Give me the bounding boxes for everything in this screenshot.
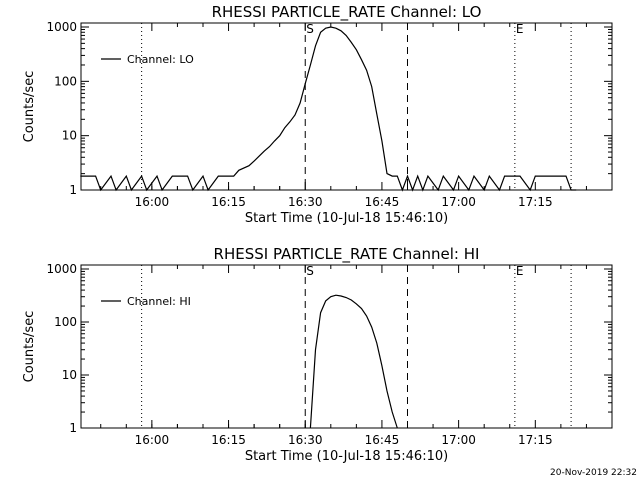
time-marker-label: E: [516, 264, 524, 278]
x-tick-label: 16:15: [211, 433, 246, 447]
x-tick-label: 17:15: [518, 195, 553, 209]
y-tick-label: 1: [69, 183, 77, 197]
legend-label: Channel: HI: [127, 295, 191, 308]
hi-channel-plot: RHESSI PARTICLE_RATE Channel: HI 16:00 16:…: [22, 245, 613, 464]
x-tick-label: 16:15: [211, 195, 246, 209]
generated-timestamp: 20-Nov-2019 22:32: [550, 468, 637, 478]
y-axis-label: Counts/sec: [22, 71, 37, 143]
series-line: [309, 294, 398, 429]
y-axis-label: Counts/sec: [22, 311, 37, 383]
plot-frame: [80, 22, 613, 191]
x-tick-label: 16:45: [365, 195, 400, 209]
chart-title: RHESSI PARTICLE_RATE Channel: LO: [212, 3, 482, 22]
y-tick-label: 1: [69, 421, 77, 435]
y-tick-label: 1000: [46, 262, 77, 276]
x-tick-label: 16:45: [365, 433, 400, 447]
chart-title: RHESSI PARTICLE_RATE Channel: HI: [214, 245, 480, 264]
time-marker-label: S: [306, 22, 314, 36]
time-marker-label: E: [516, 22, 524, 36]
legend-label: Channel: LO: [127, 53, 194, 66]
x-tick-label: 16:30: [288, 433, 323, 447]
series-line: [80, 26, 577, 192]
x-tick-label: 16:30: [288, 195, 323, 209]
x-tick-label: 17:00: [441, 433, 476, 447]
x-tick-label: 17:00: [441, 195, 476, 209]
lo-channel-plot: RHESSI PARTICLE_RATE Channel: LO 16:00 16:…: [22, 3, 613, 226]
x-tick-label: 16:00: [135, 433, 170, 447]
x-axis-label: Start Time (10-Jul-18 15:46:10): [245, 449, 448, 464]
y-tick-label: 100: [54, 74, 77, 88]
y-tick-label: 10: [62, 368, 77, 382]
plot-frame: [80, 264, 613, 429]
time-marker-label: S: [306, 264, 314, 278]
y-tick-label: 100: [54, 315, 77, 329]
y-tick-label: 1000: [46, 20, 77, 34]
y-tick-label: 10: [62, 129, 77, 143]
x-tick-label: 16:00: [135, 195, 170, 209]
x-tick-label: 17:15: [518, 433, 553, 447]
x-axis-label: Start Time (10-Jul-18 15:46:10): [245, 211, 448, 226]
